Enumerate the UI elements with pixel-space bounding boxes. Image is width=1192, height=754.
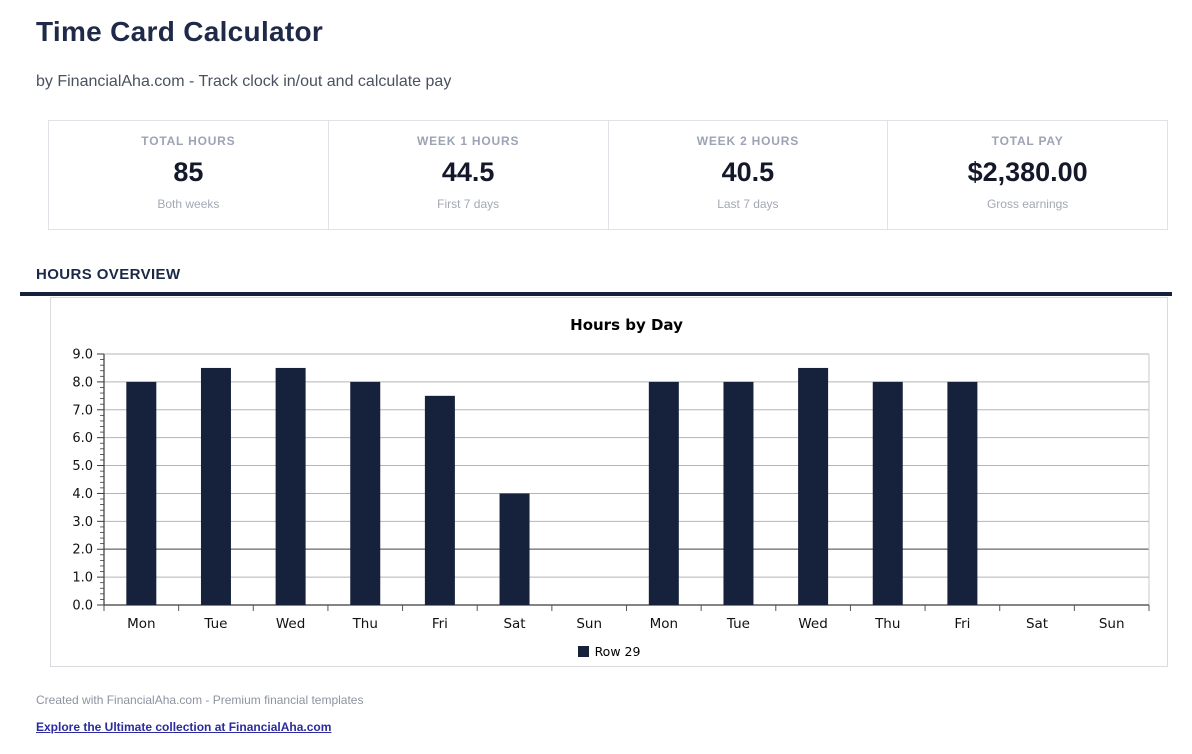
stat-sublabel: Last 7 days — [717, 197, 779, 211]
page-subtitle: by FinancialAha.com - Track clock in/out… — [36, 73, 452, 90]
stat-card-week2-hours: WEEK 2 HOURS 40.5 Last 7 days — [607, 121, 888, 229]
bar — [126, 381, 157, 605]
x-tick-label: Tue — [203, 616, 227, 632]
stat-value: $2,380.00 — [967, 157, 1088, 187]
stat-sublabel: Both weeks — [157, 197, 220, 211]
x-tick-label: Wed — [276, 616, 305, 632]
bar — [275, 367, 306, 605]
stat-value: 85 — [173, 157, 204, 187]
x-tick-label: Thu — [352, 616, 378, 632]
bar — [798, 367, 829, 605]
stats-summary-row: TOTAL HOURS 85 Both weeks WEEK 1 HOURS 4… — [48, 120, 1168, 230]
legend-label: Row 29 — [594, 644, 641, 659]
y-tick-label: 3.0 — [72, 515, 93, 530]
x-tick-label: Fri — [432, 616, 448, 632]
x-tick-label: Mon — [650, 616, 678, 632]
bar — [499, 493, 530, 605]
bar — [723, 381, 754, 605]
x-tick-label: Sun — [1099, 616, 1125, 632]
y-tick-label: 7.0 — [72, 403, 93, 418]
section-heading-hours-overview: HOURS OVERVIEW — [36, 266, 181, 283]
y-tick-label: 6.0 — [72, 431, 93, 446]
bar — [648, 381, 679, 605]
bar — [947, 381, 978, 605]
y-tick-label: 9.0 — [72, 348, 93, 363]
section-divider-rule — [20, 292, 1172, 296]
page-title: Time Card Calculator — [36, 16, 324, 47]
x-tick-label: Mon — [127, 616, 155, 632]
chart-legend: Row 29 — [51, 644, 1167, 659]
x-tick-label: Sat — [503, 616, 525, 632]
stat-sublabel: Gross earnings — [986, 197, 1069, 211]
x-tick-label: Tue — [726, 616, 750, 632]
y-tick-label: 0.0 — [72, 599, 93, 614]
stat-label: WEEK 2 HOURS — [696, 134, 800, 148]
bar-chart-canvas: Hours by Day 0.0 1.0 2.0 3.0 4.0 5.0 6.0 7.0 8.0 9… — [72, 316, 1150, 632]
footer-credit-text: Created with FinancialAha.com - Premium … — [36, 693, 364, 707]
stat-label: WEEK 1 HOURS — [416, 134, 520, 148]
x-tick-label: Fri — [954, 616, 970, 632]
x-tick-label: Sun — [576, 616, 602, 632]
stat-value: 44.5 — [441, 157, 495, 187]
stat-value: 40.5 — [721, 157, 775, 187]
y-tick-label: 5.0 — [72, 459, 93, 474]
x-tick-label: Wed — [798, 616, 827, 632]
footer-explore-link[interactable]: Explore the Ultimate collection at Finan… — [36, 720, 332, 734]
y-tick-label: 4.0 — [72, 487, 93, 502]
stat-sublabel: First 7 days — [437, 197, 500, 211]
chart-title: Hours by Day — [570, 316, 683, 334]
stat-label: TOTAL PAY — [991, 134, 1064, 148]
bar — [872, 381, 903, 605]
bar — [424, 395, 455, 605]
y-tick-label: 2.0 — [72, 543, 93, 558]
bar — [200, 367, 231, 605]
stat-card-week1-hours: WEEK 1 HOURS 44.5 First 7 days — [327, 121, 608, 229]
bar — [350, 381, 381, 605]
y-tick-label: 8.0 — [72, 375, 93, 390]
stat-card-total-hours: TOTAL HOURS 85 Both weeks — [49, 121, 328, 229]
y-tick-label: 1.0 — [72, 571, 93, 586]
hours-by-day-chart: Hours by Day 0.0 1.0 2.0 3.0 4.0 5.0 6.0 7.0 8.0 9… — [50, 297, 1168, 667]
x-tick-label: Thu — [874, 616, 900, 632]
legend-swatch-row29 — [577, 646, 589, 657]
stat-card-total-pay: TOTAL PAY $2,380.00 Gross earnings — [887, 121, 1167, 229]
stat-label: TOTAL HOURS — [141, 134, 236, 148]
x-tick-label: Sat — [1026, 616, 1048, 632]
